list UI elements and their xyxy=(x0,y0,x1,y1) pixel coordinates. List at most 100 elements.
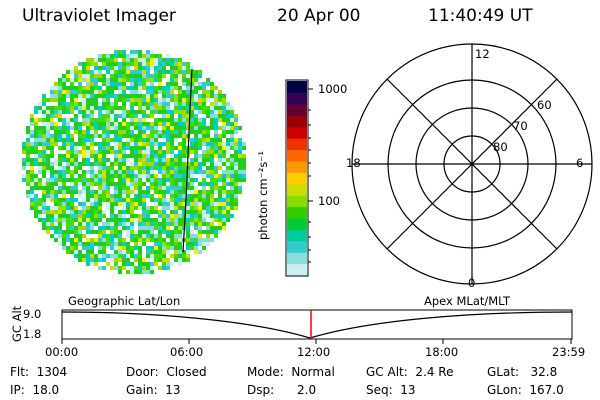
uv-pixel xyxy=(114,194,118,198)
uv-pixel xyxy=(186,126,190,130)
uv-pixel xyxy=(66,206,70,210)
uv-pixel xyxy=(126,86,130,90)
uv-pixel xyxy=(194,242,198,246)
uv-pixel xyxy=(154,54,158,58)
uv-pixel xyxy=(110,242,114,246)
uv-pixel xyxy=(186,186,190,190)
uv-pixel xyxy=(94,58,98,62)
uv-pixel xyxy=(94,78,98,82)
uv-pixel xyxy=(90,118,94,122)
uv-pixel xyxy=(142,194,146,198)
uv-pixel xyxy=(130,134,134,138)
uv-pixel xyxy=(162,150,166,154)
uv-pixel xyxy=(174,254,178,258)
uv-pixel xyxy=(78,94,82,98)
uv-pixel xyxy=(218,222,222,226)
uv-pixel xyxy=(166,158,170,162)
uv-pixel xyxy=(174,158,178,162)
uv-pixel xyxy=(78,106,82,110)
uv-pixel xyxy=(210,142,214,146)
uv-pixel xyxy=(110,90,114,94)
uv-pixel xyxy=(114,266,118,270)
uv-pixel xyxy=(70,182,74,186)
uv-pixel xyxy=(206,162,210,166)
uv-pixel xyxy=(138,134,142,138)
uv-pixel xyxy=(50,118,54,122)
uv-pixel xyxy=(154,94,158,98)
uv-pixel xyxy=(102,158,106,162)
uv-pixel xyxy=(186,242,190,246)
uv-pixel xyxy=(218,190,222,194)
uv-pixel xyxy=(142,198,146,202)
uv-pixel xyxy=(98,126,102,130)
uv-pixel xyxy=(90,178,94,182)
uv-pixel xyxy=(58,202,62,206)
uv-pixel xyxy=(58,218,62,222)
uv-pixel xyxy=(154,242,158,246)
uv-pixel xyxy=(114,202,118,206)
uv-pixel xyxy=(150,226,154,230)
uv-pixel xyxy=(190,214,194,218)
uv-pixel xyxy=(62,118,66,122)
uv-pixel xyxy=(178,226,182,230)
uv-pixel xyxy=(182,142,186,146)
colorbar-band xyxy=(287,240,307,253)
uv-pixel xyxy=(70,82,74,86)
uv-pixel xyxy=(70,230,74,234)
uv-pixel xyxy=(34,110,38,114)
uv-pixel xyxy=(166,106,170,110)
uv-pixel xyxy=(158,226,162,230)
uv-pixel xyxy=(218,166,222,170)
uv-pixel xyxy=(114,130,118,134)
uv-pixel xyxy=(138,270,142,274)
uv-pixel xyxy=(182,102,186,106)
uv-pixel xyxy=(122,198,126,202)
uv-pixel xyxy=(46,194,50,198)
uv-pixel xyxy=(134,134,138,138)
uv-pixel xyxy=(42,138,46,142)
uv-pixel xyxy=(30,182,34,186)
uv-pixel xyxy=(174,230,178,234)
uv-pixel xyxy=(70,70,74,74)
uv-pixel xyxy=(94,106,98,110)
uv-pixel xyxy=(222,130,226,134)
uv-pixel xyxy=(142,162,146,166)
uv-pixel xyxy=(30,122,34,126)
uv-pixel xyxy=(118,218,122,222)
uv-pixel xyxy=(118,62,122,66)
uv-pixel xyxy=(130,154,134,158)
uv-pixel xyxy=(110,202,114,206)
uv-pixel xyxy=(134,54,138,58)
uv-pixel xyxy=(186,174,190,178)
uv-pixel xyxy=(126,98,130,102)
uv-pixel xyxy=(90,130,94,134)
uv-pixel xyxy=(138,130,142,134)
uv-pixel xyxy=(150,266,154,270)
x-tick-0000: 00:00 xyxy=(45,345,79,359)
uv-pixel xyxy=(126,70,130,74)
uv-pixel xyxy=(190,94,194,98)
uv-pixel xyxy=(210,102,214,106)
uv-pixel xyxy=(234,122,238,126)
uv-pixel xyxy=(174,98,178,102)
uv-pixel xyxy=(210,226,214,230)
uv-pixel xyxy=(106,138,110,142)
uv-pixel xyxy=(78,230,82,234)
uv-pixel xyxy=(74,98,78,102)
uv-pixel xyxy=(134,206,138,210)
uv-pixel xyxy=(94,66,98,70)
uv-pixel xyxy=(138,150,142,154)
uv-pixel xyxy=(66,162,70,166)
uv-pixel xyxy=(214,142,218,146)
uv-pixel xyxy=(150,90,154,94)
uv-pixel xyxy=(154,226,158,230)
uv-pixel xyxy=(150,178,154,182)
uv-pixel xyxy=(70,94,74,98)
uv-pixel xyxy=(178,114,182,118)
uv-pixel xyxy=(138,222,142,226)
uv-pixel xyxy=(146,266,150,270)
uv-pixel xyxy=(130,214,134,218)
uv-pixel xyxy=(178,106,182,110)
uv-pixel xyxy=(82,186,86,190)
uv-pixel xyxy=(58,210,62,214)
